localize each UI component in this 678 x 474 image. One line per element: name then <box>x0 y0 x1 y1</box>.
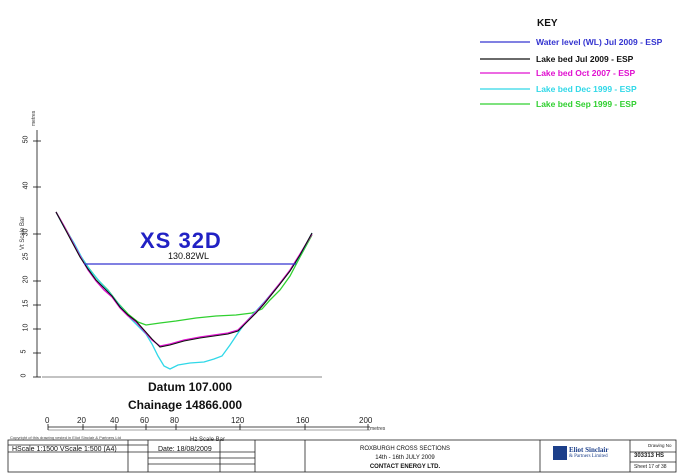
scale-label: HScale 1:1500 VScale 1:500 (A4) <box>12 446 117 453</box>
y-tick-label: 50 <box>22 135 30 144</box>
sheet-number: Sheet 17 of 38 <box>634 464 667 470</box>
x-tick-label: 80 <box>170 416 179 425</box>
section-title: XS 32D <box>140 228 222 253</box>
project-client: CONTACT ENERGY LTD. <box>369 464 441 470</box>
lake-bed-oct-2007-profile <box>55 211 313 347</box>
x-tick-label: 0 <box>45 416 50 425</box>
drawing-number-label: Drawing No <box>648 443 672 448</box>
y-tick-label: 40 <box>22 181 30 190</box>
y-tick-label: 15 <box>22 299 30 308</box>
company-logo-mark <box>553 446 567 460</box>
y-tick-label: 25 <box>22 252 30 261</box>
water-level-label: 130.82WL <box>168 251 210 261</box>
x-tick-label: 20 <box>77 416 86 425</box>
key-item-lake-bed-jul-2009: Lake bed Jul 2009 - ESP <box>536 54 634 64</box>
x-axis-unit: metres <box>370 426 386 432</box>
company-subtitle: & Partners Limited <box>569 454 608 459</box>
horizontal-scale-bar <box>47 424 370 431</box>
company-name: Eliot Sinclair <box>569 446 609 454</box>
project-dates: 14th - 16th JULY 2009 <box>375 455 435 461</box>
y-axis-unit: metres <box>31 110 37 126</box>
x-tick-label: 160 <box>296 416 310 425</box>
x-tick-label: 60 <box>140 416 149 425</box>
date-label: Date: 18/08/2009 <box>158 446 212 453</box>
x-tick-label: 40 <box>110 416 119 425</box>
key-title: KEY <box>537 18 558 29</box>
horizontal-scale-bar-label: Hz Scale Bar <box>190 437 226 443</box>
x-tick-label: 120 <box>231 416 245 425</box>
title-block-frame <box>7 439 677 473</box>
vertical-scale-bar-label: Vt Scale Bar <box>20 216 26 250</box>
lake-bed-jul-2009-profile <box>55 211 313 348</box>
drawing-number: 303313 HS <box>634 453 665 459</box>
y-tick-label: 5 <box>20 349 28 354</box>
y-tick-label: 10 <box>22 323 30 332</box>
key-item-lake-bed-sep-1999: Lake bed Sep 1999 - ESP <box>536 99 637 109</box>
copyright-note: Copyright of this drawing vested in Elio… <box>10 435 121 440</box>
key-item-lake-bed-dec-1999: Lake bed Dec 1999 - ESP <box>536 84 637 94</box>
y-tick-label: 20 <box>22 275 30 284</box>
key-swatches <box>480 41 530 105</box>
y-tick-label: 0 <box>20 373 28 378</box>
x-tick-label: 200 <box>359 416 373 425</box>
vertical-axis <box>33 130 322 378</box>
chainage-label: Chainage 14866.000 <box>128 398 243 412</box>
key-item-water-level: Water level (WL) Jul 2009 - ESP <box>536 37 663 47</box>
key-item-lake-bed-oct-2007: Lake bed Oct 2007 - ESP <box>536 68 636 78</box>
project-title: ROXBURGH CROSS SECTIONS <box>359 446 450 452</box>
datum-label: Datum 107.000 <box>148 380 233 394</box>
